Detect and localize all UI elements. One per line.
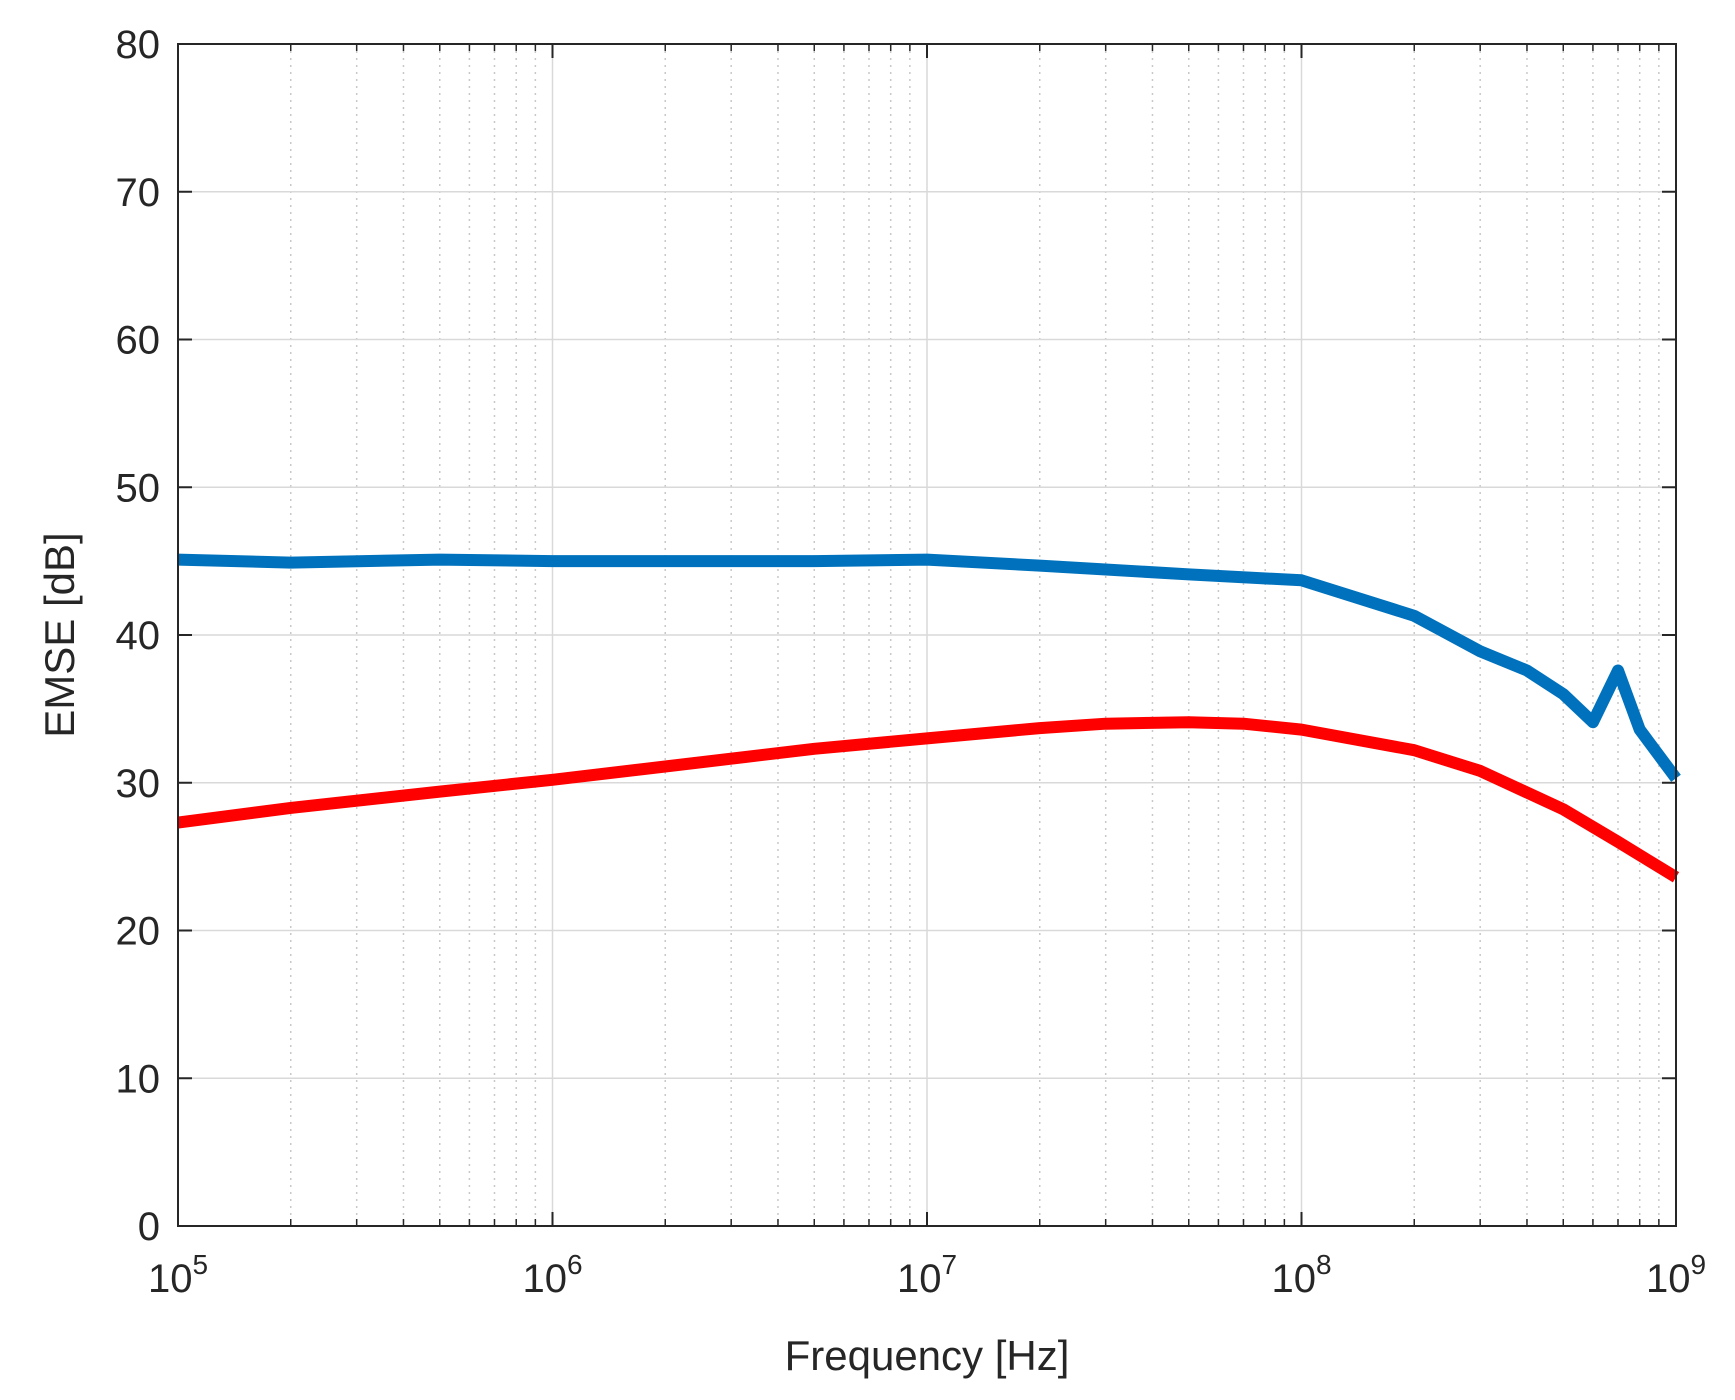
x-tick-exponent: 6 (567, 1249, 583, 1280)
x-tick-base: 10 (1271, 1257, 1316, 1301)
series-line-red (177, 716, 1680, 883)
x-tick-label: 107 (897, 1249, 957, 1301)
x-tick-base: 10 (148, 1257, 193, 1301)
y-tick-label: 30 (116, 762, 161, 806)
x-tick-labels: 105 106 107 108 109 (148, 1249, 1706, 1301)
x-tick-label: 109 (1646, 1249, 1706, 1301)
x-tick-base: 10 (1646, 1257, 1691, 1301)
x-tick-base: 10 (897, 1257, 942, 1301)
x-tick-label: 106 (522, 1249, 582, 1301)
y-tick-label: 70 (116, 171, 161, 215)
x-tick-exponent: 5 (192, 1249, 208, 1280)
x-tick-exponent: 8 (1316, 1249, 1332, 1280)
series-line-blue (177, 553, 1681, 782)
y-tick-label: 0 (138, 1205, 160, 1249)
minor-grid (289, 44, 1660, 1226)
ticks-layer (177, 43, 1677, 1227)
series-layer (177, 553, 1681, 883)
x-tick-label: 108 (1271, 1249, 1331, 1301)
x-tick-exponent: 9 (1690, 1249, 1706, 1280)
y-tick-label: 10 (116, 1057, 161, 1101)
x-axis-title: Frequency [Hz] (785, 1332, 1070, 1379)
y-tick-label: 20 (116, 910, 161, 954)
y-tick-label: 60 (116, 319, 161, 363)
y-tick-label: 50 (116, 466, 161, 510)
y-tick-label: 40 (116, 614, 161, 658)
x-tick-exponent: 7 (941, 1249, 957, 1280)
y-tick-labels: 0 10 20 30 40 50 60 70 80 (116, 23, 161, 1249)
x-tick-base: 10 (522, 1257, 567, 1301)
y-tick-label: 80 (116, 23, 161, 67)
x-tick-label: 105 (148, 1249, 208, 1301)
y-axis-title: EMSE [dB] (36, 532, 83, 737)
